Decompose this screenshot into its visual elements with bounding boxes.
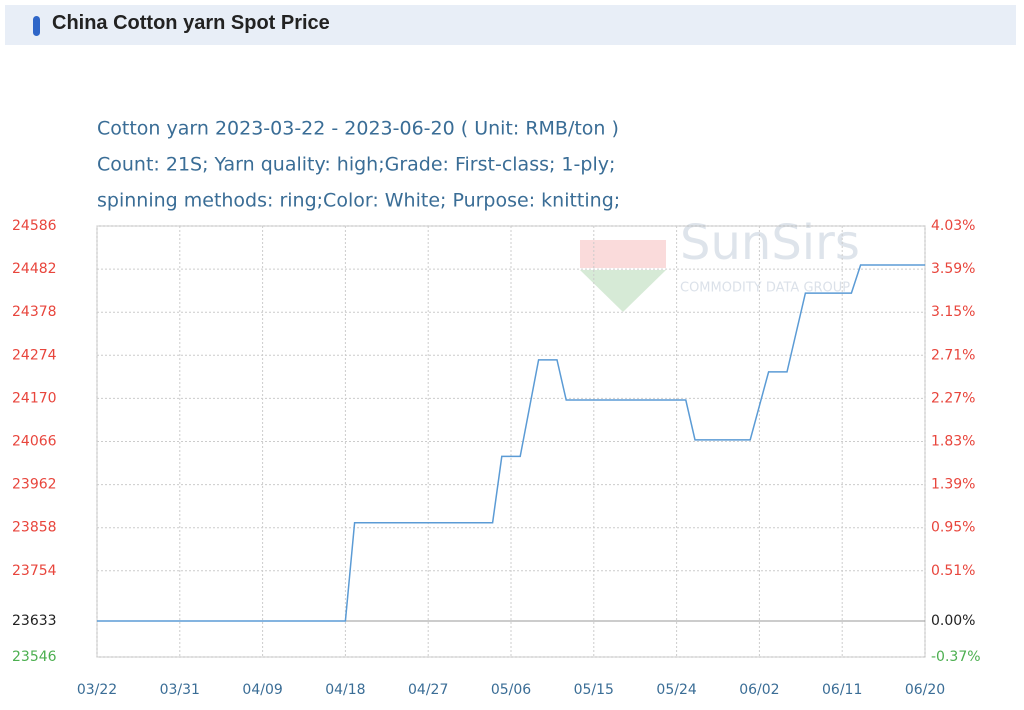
watermark-sub: COMMODITY DATA GROUP	[680, 281, 850, 296]
x-tick-label: 06/11	[822, 682, 862, 698]
y2-tick-label: 0.51%	[931, 563, 975, 579]
watermark-logo	[580, 240, 666, 268]
y-tick-label: 24170	[12, 390, 57, 406]
y-tick-label: 23754	[12, 563, 57, 579]
watermark-logo	[580, 270, 666, 312]
x-tick-label: 06/02	[739, 682, 779, 698]
x-tick-label: 04/27	[408, 682, 448, 698]
x-tick-label: 05/24	[656, 682, 696, 698]
line-series	[97, 264, 925, 622]
y2-tick-label: 3.59%	[931, 261, 975, 277]
y-tick-label: 24378	[12, 304, 57, 320]
chart-title: Cotton yarn 2023-03-22 - 2023-06-20 ( Un…	[97, 118, 619, 140]
y-tick-label: 24482	[12, 261, 57, 277]
header-title: China Cotton yarn Spot Price	[52, 12, 330, 34]
y2-tick-label: 4.03%	[931, 218, 975, 234]
header-bar: China Cotton yarn Spot Price	[5, 5, 1016, 45]
y2-tick-label: 1.83%	[931, 434, 975, 450]
y-tick-label: 24274	[12, 347, 57, 363]
chart-title: Count: 21S; Yarn quality: high;Grade: Fi…	[97, 154, 615, 176]
x-tick-label: 04/18	[325, 682, 365, 698]
x-tick-label: 05/15	[574, 682, 614, 698]
x-tick-label: 04/09	[242, 682, 282, 698]
y2-tick-label: 3.15%	[931, 304, 975, 320]
chart-title: spinning methods: ring;Color: White; Pur…	[97, 190, 620, 212]
x-tick-label: 03/31	[160, 682, 200, 698]
y-tick-label: 23633	[12, 613, 57, 629]
x-tick-label: 06/20	[905, 682, 945, 698]
x-tick-label: 05/06	[491, 682, 531, 698]
y2-tick-label: -0.37%	[931, 649, 981, 665]
header-icon	[33, 16, 40, 36]
y2-tick-label: 1.39%	[931, 477, 975, 493]
y2-tick-label: 2.27%	[931, 390, 975, 406]
x-tick-label: 03/22	[77, 682, 117, 698]
y-tick-label: 24066	[12, 434, 57, 450]
y-tick-label: 23962	[12, 477, 57, 493]
y-tick-label: 23546	[12, 649, 57, 665]
y-tick-label: 23858	[12, 520, 57, 536]
y2-tick-label: 0.95%	[931, 520, 975, 536]
y-tick-label: 24586	[12, 218, 57, 234]
y2-tick-label: 0.00%	[931, 613, 975, 629]
watermark: SunSirs	[680, 215, 860, 271]
y2-tick-label: 2.71%	[931, 347, 975, 363]
